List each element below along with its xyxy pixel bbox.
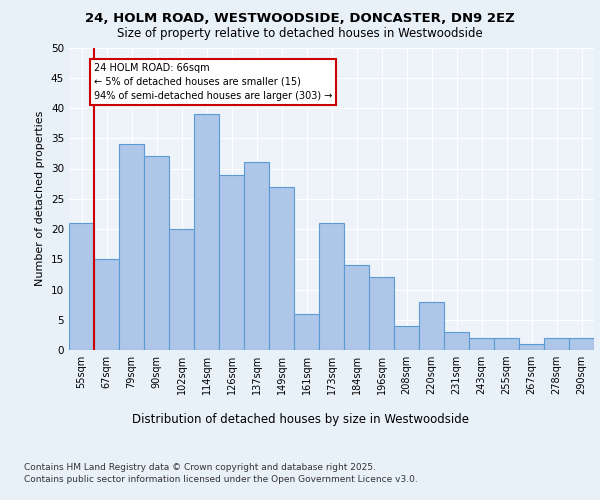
Bar — [394, 326, 419, 350]
Bar — [219, 174, 244, 350]
Text: 24 HOLM ROAD: 66sqm
← 5% of detached houses are smaller (15)
94% of semi-detache: 24 HOLM ROAD: 66sqm ← 5% of detached hou… — [94, 62, 332, 100]
Bar — [144, 156, 169, 350]
Bar — [344, 266, 369, 350]
Text: 24, HOLM ROAD, WESTWOODSIDE, DONCASTER, DN9 2EZ: 24, HOLM ROAD, WESTWOODSIDE, DONCASTER, … — [85, 12, 515, 26]
Bar — [194, 114, 219, 350]
Text: Size of property relative to detached houses in Westwoodside: Size of property relative to detached ho… — [117, 28, 483, 40]
Bar — [544, 338, 569, 350]
Text: Distribution of detached houses by size in Westwoodside: Distribution of detached houses by size … — [131, 412, 469, 426]
Bar — [269, 186, 294, 350]
Bar — [419, 302, 444, 350]
Bar — [244, 162, 269, 350]
Y-axis label: Number of detached properties: Number of detached properties — [35, 111, 46, 286]
Bar — [69, 223, 94, 350]
Bar — [119, 144, 144, 350]
Bar — [294, 314, 319, 350]
Bar — [444, 332, 469, 350]
Bar — [319, 223, 344, 350]
Bar — [469, 338, 494, 350]
Bar — [569, 338, 594, 350]
Bar — [369, 278, 394, 350]
Bar — [519, 344, 544, 350]
Text: Contains HM Land Registry data © Crown copyright and database right 2025.: Contains HM Land Registry data © Crown c… — [24, 462, 376, 471]
Bar — [94, 259, 119, 350]
Bar — [169, 229, 194, 350]
Text: Contains public sector information licensed under the Open Government Licence v3: Contains public sector information licen… — [24, 475, 418, 484]
Bar — [494, 338, 519, 350]
